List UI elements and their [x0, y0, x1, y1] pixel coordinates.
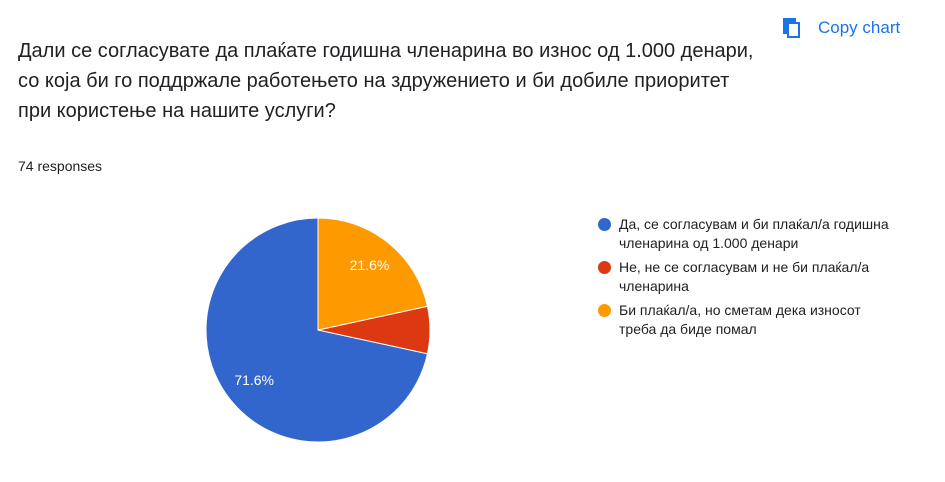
legend-item: Да, се согласувам и би плаќал/а годишна … — [598, 215, 898, 253]
copy-chart-label: Copy chart — [818, 18, 901, 37]
response-count: 74 responses — [18, 158, 103, 174]
pie-slice-label: 71.6% — [234, 372, 274, 388]
legend-label: Би плаќал/а, но сметам дека износот треб… — [619, 302, 861, 337]
pie-slice[interactable] — [205, 217, 429, 443]
pie-slice[interactable] — [317, 217, 429, 331]
legend-color-dot — [598, 261, 611, 274]
legend-label: Да, се согласувам и би плаќал/а годишна … — [619, 216, 889, 251]
copy-icon — [783, 18, 800, 38]
legend-item: Не, не се согласувам и не би плаќал/а чл… — [598, 258, 898, 296]
legend-color-dot — [598, 304, 611, 317]
legend-item: Би плаќал/а, но сметам дека износот треб… — [598, 301, 898, 339]
copy-chart-button[interactable]: Copy chart — [780, 13, 900, 43]
legend-label: Не, не се согласувам и не би плаќал/а чл… — [619, 259, 870, 294]
pie-slice-label: 21.6% — [350, 257, 390, 273]
legend-color-dot — [598, 218, 611, 231]
chart-legend: Да, се согласувам и би плаќал/а годишна … — [598, 215, 898, 344]
question-title: Дали се согласувате да плаќате годишна ч… — [18, 40, 754, 122]
